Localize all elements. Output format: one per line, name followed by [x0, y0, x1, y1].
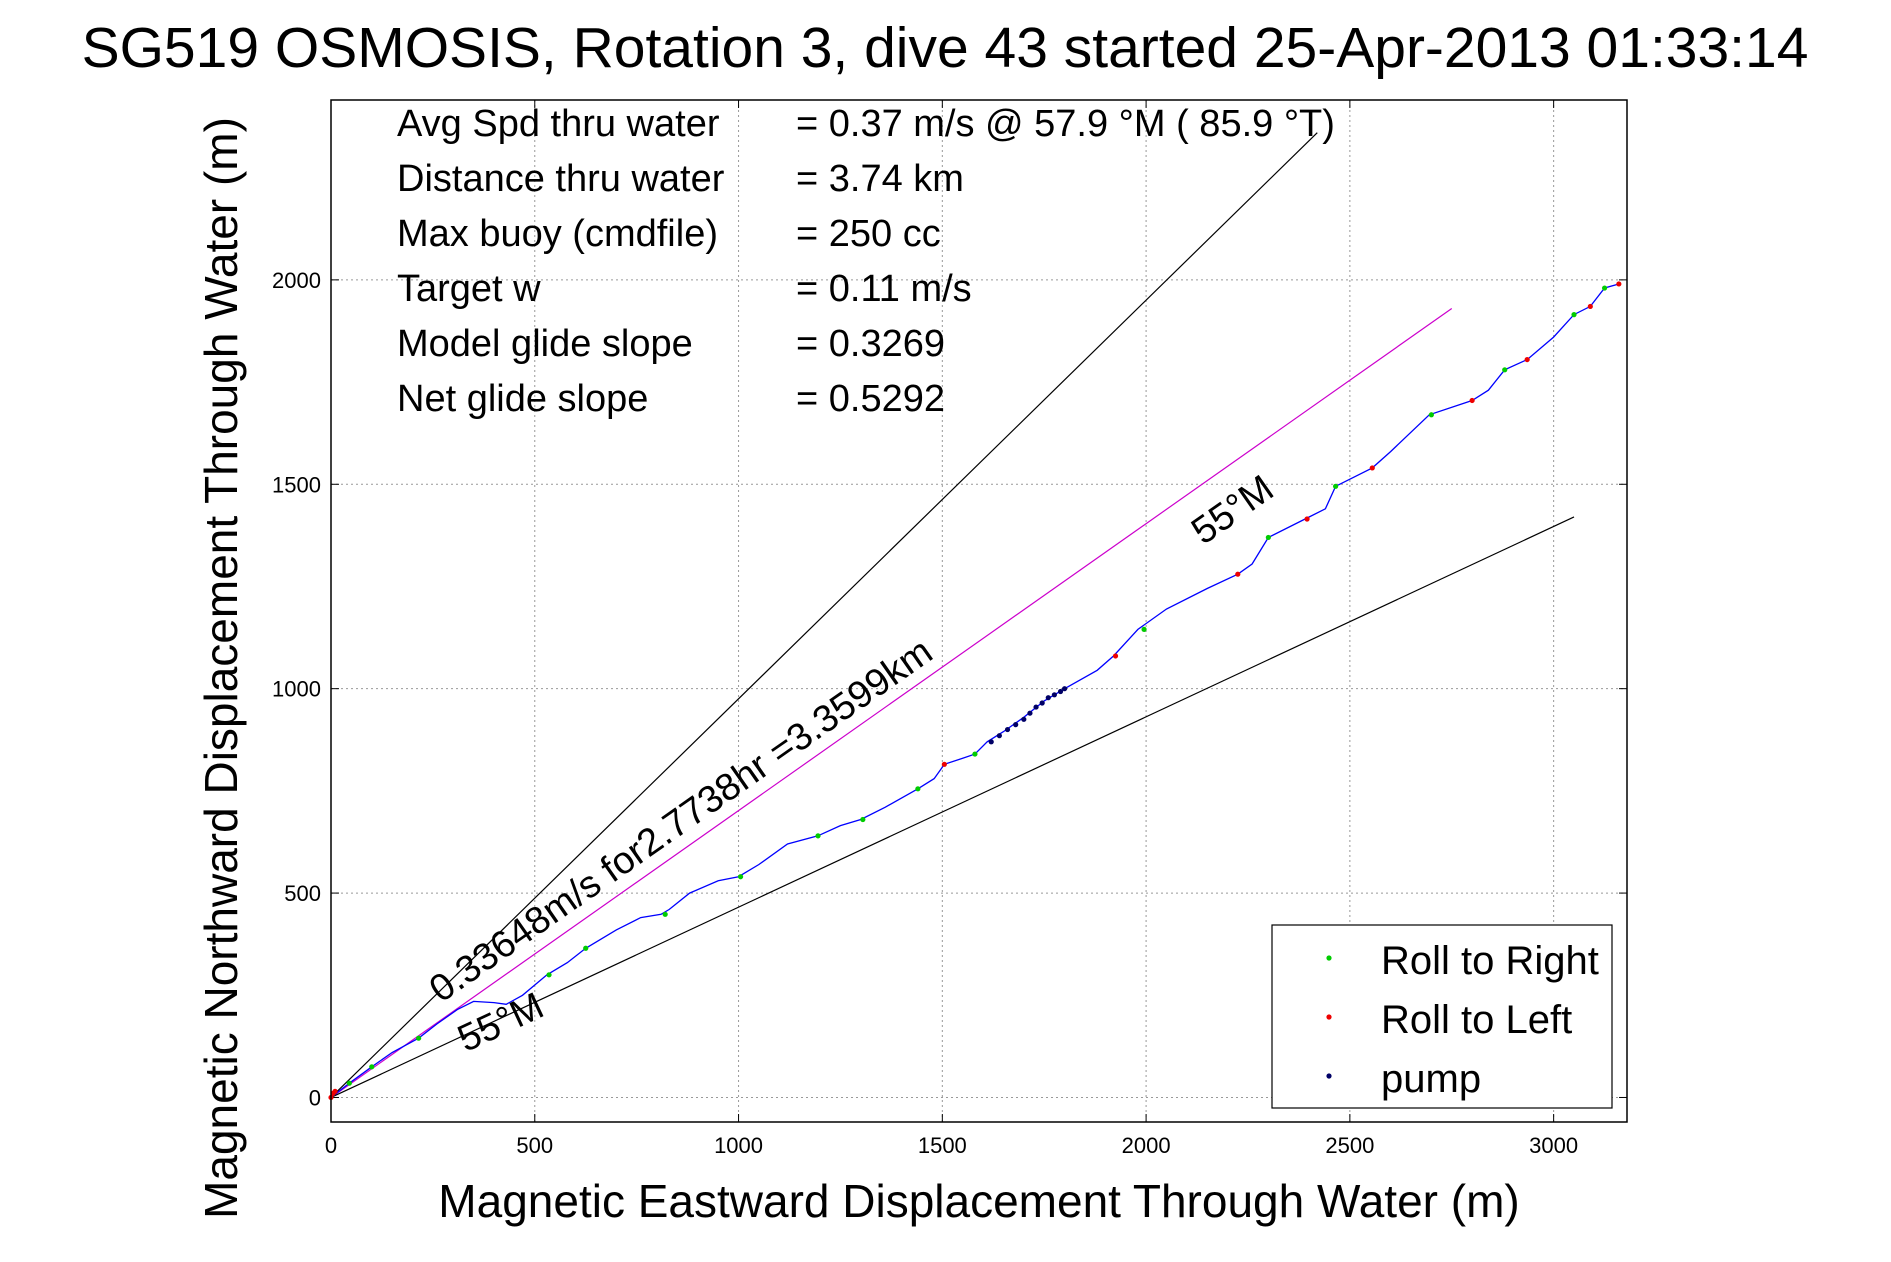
point-pump [1004, 726, 1011, 733]
y-axis-label: Magnetic Northward Displacement Through … [195, 117, 247, 1219]
point-roll-to-right [1333, 483, 1339, 489]
legend-marker [1326, 1073, 1332, 1079]
point-pump [1051, 692, 1057, 698]
stats-label: Target w [397, 268, 541, 310]
point-roll-to-left [1587, 303, 1593, 310]
point-roll-to-left [1304, 516, 1310, 522]
chart-title: SG519 OSMOSIS, Rotation 3, dive 43 start… [82, 16, 1809, 80]
point-roll-to-right [915, 786, 921, 792]
point-pump [1027, 710, 1033, 716]
point-roll-to-right [583, 945, 589, 951]
y-tick-label: 1500 [272, 472, 321, 497]
x-tick-label: 500 [516, 1133, 553, 1158]
point-roll-to-right [1502, 367, 1508, 373]
point-roll-to-left [332, 1088, 338, 1094]
point-pump [1033, 704, 1039, 710]
reference-lines [330, 132, 1575, 1099]
point-roll-to-left [1524, 356, 1530, 363]
point-pump [1057, 688, 1064, 695]
stats-label: Model glide slope [397, 323, 693, 365]
point-pump [1061, 686, 1068, 692]
stats-label: Net glide slope [397, 378, 648, 420]
data-points [328, 281, 1622, 1101]
track-layer [330, 283, 1619, 1099]
legend-label: Roll to Right [1381, 939, 1599, 983]
x-tick-label: 3000 [1529, 1133, 1578, 1158]
stats-box: Avg Spd thru water = 0.37 m/s @ 57.9 °M (… [397, 103, 1335, 420]
legend-marker [1326, 955, 1332, 961]
legend-marker [1326, 1014, 1332, 1020]
stats-value: = 0.5292 [796, 378, 945, 420]
track-line [330, 283, 1619, 1099]
point-roll-to-right [1265, 534, 1271, 541]
point-roll-to-right [1571, 312, 1577, 318]
stats-value: = 3.74 km [796, 158, 964, 200]
stats-value: = 0.37 m/s @ 57.9 °M ( 85.9 °T) [796, 103, 1335, 145]
point-roll-to-right [346, 1080, 352, 1086]
point-roll-to-right [416, 1035, 422, 1041]
legend-label: Roll to Left [1381, 998, 1572, 1042]
point-roll-to-left [1235, 571, 1241, 577]
point-pump [1045, 695, 1051, 701]
point-roll-to-left [1469, 397, 1475, 404]
point-roll-to-right [662, 911, 668, 917]
point-roll-to-left [941, 761, 947, 767]
y-tick-label: 2000 [272, 268, 321, 293]
x-tick-label: 2500 [1325, 1133, 1374, 1158]
point-pump [1039, 700, 1045, 706]
reference-line-steep-black [330, 132, 1318, 1098]
point-pump [1013, 722, 1019, 728]
y-tick-label: 500 [284, 881, 321, 906]
point-roll-to-right [737, 874, 744, 880]
point-pump [996, 733, 1002, 739]
stats-label: Avg Spd thru water [397, 103, 720, 145]
point-roll-to-right [1141, 626, 1147, 632]
plot-frame [330, 99, 1628, 1123]
grid [331, 100, 1627, 1122]
point-roll-to-right [815, 833, 821, 839]
x-tick-label: 1500 [918, 1133, 967, 1158]
stats-value: = 0.11 m/s [796, 268, 972, 310]
point-roll-to-right [860, 816, 866, 823]
point-roll-to-right [1428, 412, 1434, 418]
legend: Roll to Right Roll to Left pump [1271, 924, 1613, 1109]
stats-label: Distance thru water [397, 158, 725, 200]
point-roll-to-left [1369, 465, 1375, 471]
point-roll-to-left [1112, 653, 1119, 659]
x-tick-label: 0 [325, 1133, 337, 1158]
axis-ticks: 0 500 1000 1500 2000 2500 3000 0 500 1000 1500 2000 [272, 100, 1627, 1158]
stats-value: = 0.3269 [796, 323, 945, 365]
point-roll-to-right [546, 972, 552, 978]
stats-value: = 250 cc [796, 213, 941, 255]
y-tick-label: 0 [309, 1085, 321, 1110]
point-roll-to-right [369, 1064, 375, 1070]
y-tick-label: 1000 [272, 677, 321, 702]
x-tick-label: 2000 [1122, 1133, 1171, 1158]
point-roll-to-right [1601, 285, 1608, 291]
stats-label: Max buoy (cmdfile) [397, 213, 718, 255]
reference-line-shallow-black [330, 516, 1575, 1099]
point-roll-to-left [1616, 281, 1622, 287]
x-axis-label: Magnetic Eastward Displacement Through W… [438, 1175, 1519, 1227]
point-pump [988, 739, 994, 745]
point-pump [1021, 716, 1027, 722]
x-tick-label: 1000 [714, 1133, 763, 1158]
reference-line-mean-magenta [330, 307, 1453, 1098]
legend-label: pump [1381, 1057, 1481, 1101]
point-roll-to-right [972, 751, 978, 757]
